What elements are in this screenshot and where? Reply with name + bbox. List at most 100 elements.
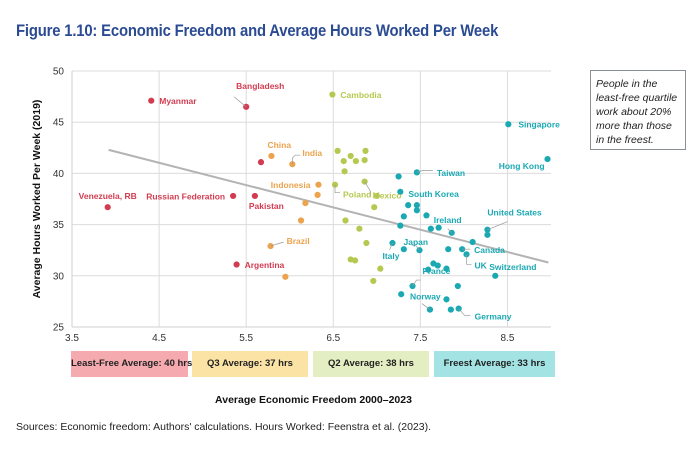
- point-label: Japan: [403, 237, 428, 247]
- data-point: [454, 282, 461, 290]
- point-label: Argentina: [245, 260, 285, 270]
- axes: 25 30 35 40 45 50 3.5 4.5 5.5 6.5 7.5 8.5: [53, 67, 551, 344]
- data-point: [257, 159, 265, 166]
- data-point: [398, 291, 405, 298]
- point-label: Norway: [410, 292, 441, 302]
- leader-line: [458, 308, 471, 316]
- data-point: [230, 192, 237, 200]
- leader-line: [291, 154, 301, 165]
- data-point: [413, 202, 420, 209]
- data-point: [329, 91, 336, 98]
- leader-line: [389, 242, 393, 251]
- figure-title: Figure 1.10: Economic Freedom and Averag…: [16, 22, 499, 40]
- point-label: Brazil: [287, 236, 310, 246]
- y-tick-label: 25: [53, 323, 65, 334]
- point-label: Taiwan: [437, 168, 465, 178]
- x-tick-label: 4.5: [152, 333, 166, 344]
- y-tick-label: 50: [53, 67, 65, 78]
- y-tick-label: 35: [53, 220, 65, 231]
- leader-line: [364, 181, 371, 196]
- data-point: [395, 173, 402, 180]
- data-point: [268, 152, 275, 160]
- point-label: Bangladesh: [236, 81, 284, 91]
- x-tick-label: 8.5: [501, 333, 515, 344]
- point-label: Pakistan: [249, 201, 284, 211]
- data-point: [443, 296, 450, 303]
- x-axis-label: Average Economic Freedom 2000–2023: [215, 394, 412, 406]
- data-point: [363, 239, 370, 247]
- leader-line: [487, 221, 508, 231]
- data-point: [492, 272, 499, 279]
- point-label: India: [302, 148, 322, 158]
- data-point: [315, 181, 322, 188]
- data-point: [361, 178, 368, 185]
- point-label: Germany: [475, 312, 512, 322]
- data-point: [389, 239, 396, 247]
- point-label: Indonesia: [271, 180, 311, 190]
- point-label: Poland: [343, 190, 371, 200]
- data-point: [362, 147, 369, 154]
- point-labels: Myanmar Bangladesh Russian Federation Pakis…: [79, 81, 561, 322]
- data-point: [434, 262, 441, 269]
- data-point: [233, 261, 240, 268]
- data-point: [544, 155, 551, 163]
- point-label: Hong Kong: [499, 161, 545, 171]
- quartile-box-q3: Q3 Average: 37 hrs: [192, 351, 308, 377]
- data-point: [423, 212, 430, 219]
- data-point: [447, 306, 454, 313]
- x-tick-label: 3.5: [65, 333, 79, 344]
- leader-line: [412, 279, 421, 287]
- point-label: United States: [487, 208, 542, 218]
- data-point: [443, 265, 450, 272]
- data-point: [251, 192, 258, 200]
- data-point: [314, 191, 321, 199]
- y-tick-label: 40: [53, 169, 65, 180]
- point-label: Ireland: [434, 215, 462, 225]
- annotation-note: People in the least-free quartile work a…: [590, 70, 686, 150]
- point-label: France: [423, 266, 451, 276]
- data-point: [435, 224, 442, 231]
- data-point: [356, 225, 363, 232]
- data-point: [445, 246, 452, 253]
- leader-line: [416, 170, 433, 173]
- data-point: [373, 192, 380, 200]
- data-point: [341, 168, 348, 175]
- source-note: Sources: Economic freedom: Authors' calc…: [16, 421, 432, 433]
- leader-line: [270, 241, 284, 247]
- point-label: Venezuela, RB: [79, 191, 137, 201]
- point-label: Switzerland: [489, 262, 536, 272]
- data-point: [297, 217, 305, 224]
- data-point: [413, 207, 420, 214]
- data-point: [340, 158, 347, 165]
- point-label: UK: [475, 260, 488, 270]
- y-tick-label: 45: [53, 118, 65, 129]
- quartile-box-freest: Freest Average: 33 hrs: [434, 351, 555, 377]
- data-point: [148, 97, 155, 104]
- x-tick-label: 6.5: [326, 333, 340, 344]
- y-axis-label: Average Hours Worked Per Week (2019): [31, 100, 43, 299]
- data-point: [469, 238, 476, 246]
- data-point: [397, 188, 404, 195]
- point-label: Canada: [474, 245, 505, 255]
- point-label: Italy: [382, 251, 399, 261]
- data-point: [371, 204, 378, 211]
- data-point: [425, 266, 432, 273]
- leader-line: [447, 228, 452, 234]
- data-point: [463, 251, 470, 258]
- leader-line: [411, 244, 420, 251]
- data-point: [400, 246, 407, 253]
- data-point: [405, 202, 412, 209]
- data-point: [361, 156, 368, 164]
- data-point: [484, 231, 491, 238]
- x-tick-label: 5.5: [239, 333, 253, 344]
- point-label: South Korea: [408, 189, 459, 199]
- point-label: Mexico: [373, 191, 402, 201]
- point-label: China: [267, 140, 291, 150]
- data-point: [342, 217, 349, 224]
- data-point: [352, 158, 360, 165]
- data-point: [505, 121, 512, 128]
- point-label: Myanmar: [159, 96, 197, 106]
- leader-line: [421, 303, 431, 310]
- data-point: [282, 273, 289, 280]
